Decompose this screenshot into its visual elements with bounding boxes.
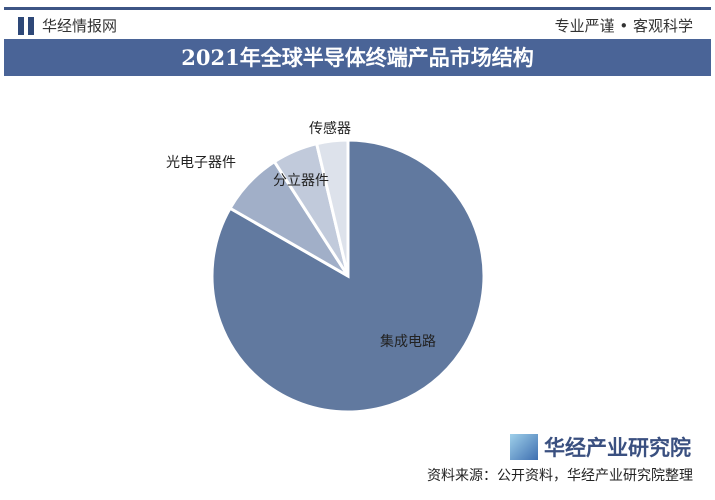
footer-logo-text: 华经产业研究院 bbox=[544, 436, 691, 460]
source-note: 资料来源：公开资料，华经产业研究院整理 bbox=[427, 468, 693, 484]
label-opto: 光电子器件 bbox=[166, 155, 236, 171]
label-ic: 集成电路 bbox=[380, 333, 436, 350]
pie-slice-3 bbox=[314, 138, 350, 277]
slogan: 专业严谨 • 客观科学 bbox=[554, 17, 693, 35]
footer-logo: 华经产业研究院 bbox=[510, 432, 691, 462]
chart-title: 2021年全球半导体终端产品市场结构 bbox=[4, 39, 711, 76]
label-sensor: 传感器 bbox=[309, 120, 351, 137]
brand: 华经情报网 bbox=[18, 15, 117, 36]
top-rule bbox=[4, 7, 711, 10]
footer-logo-icon bbox=[510, 434, 538, 460]
brand-logo-icon bbox=[18, 16, 34, 35]
brand-name: 华经情报网 bbox=[42, 17, 118, 35]
label-discrete: 分立器件 bbox=[273, 173, 329, 189]
